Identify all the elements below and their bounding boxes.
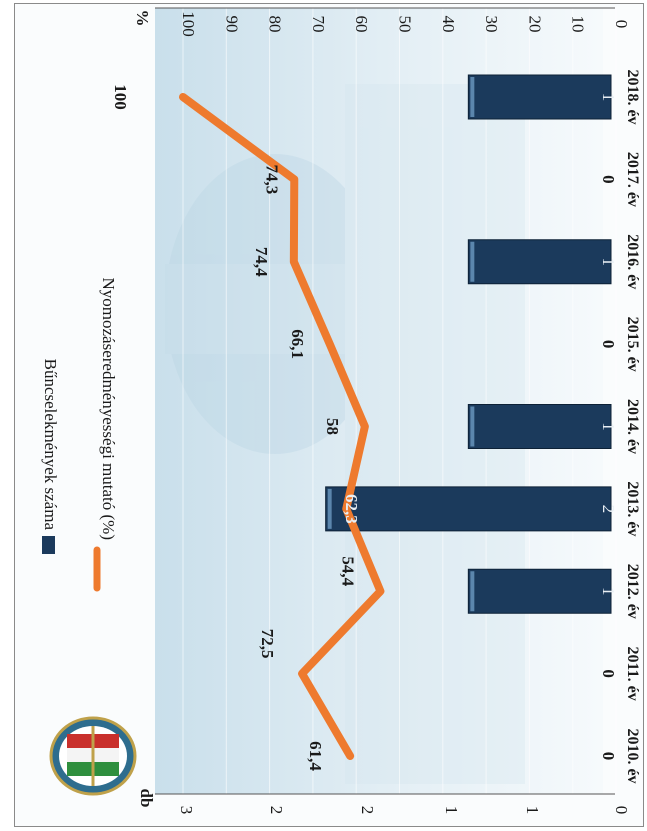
bar-value-label: 1 bbox=[599, 93, 618, 102]
left-axis-tick-label: 3 bbox=[177, 806, 196, 815]
bar-value-label: 1 bbox=[599, 258, 618, 267]
bar bbox=[325, 486, 612, 532]
legend: Bűncselekmények száma Nyomozáseredményess… bbox=[41, 278, 118, 592]
line-value-label: 100 bbox=[111, 84, 130, 110]
right-axis-tick-label: 30 bbox=[482, 16, 501, 33]
category-label: 2010. év bbox=[624, 728, 641, 783]
bar-series bbox=[325, 74, 612, 614]
right-axis-tick-label: 40 bbox=[439, 16, 458, 33]
bar bbox=[467, 239, 612, 285]
bar bbox=[467, 568, 612, 614]
bar-value-label: 0 bbox=[599, 669, 618, 678]
legend-bar-label: Bűncselekmények száma bbox=[41, 359, 60, 531]
left-axis-tick-label: 2 bbox=[358, 806, 377, 815]
right-axis-tick-label: 100 bbox=[179, 11, 198, 37]
right-axis-tick-label: 50 bbox=[396, 16, 415, 33]
right-axis-tick-label: 0 bbox=[612, 20, 631, 29]
bar bbox=[467, 404, 612, 449]
bar-highlight bbox=[470, 241, 475, 282]
left-axis-tick-label: 1 bbox=[523, 806, 542, 815]
bar bbox=[467, 74, 612, 120]
legend-bar-swatch bbox=[42, 536, 55, 554]
category-label: 2011. év bbox=[624, 647, 641, 701]
line-value-label: 54,4 bbox=[338, 556, 357, 586]
line-value-label: 72,5 bbox=[258, 629, 277, 659]
line-value-label: 61,4 bbox=[306, 741, 325, 771]
police-logo bbox=[49, 716, 137, 796]
chart-frame: 0 0 1 2 1 0 1 0 1 61,4 72,5 54,4 62,3 58 66,1 74,4 74,3 1… bbox=[14, 3, 644, 827]
gridlines bbox=[182, 8, 617, 794]
plot-background bbox=[155, 8, 603, 794]
legend-line-label: Nyomozáseredményességi mutató (%) bbox=[99, 278, 118, 540]
category-label: 2014. év bbox=[624, 399, 641, 454]
line-value-label: 74,3 bbox=[262, 165, 281, 195]
right-axis-tick-label: 80 bbox=[266, 16, 285, 33]
bar-value-label: 2 bbox=[599, 505, 618, 514]
left-axis-tick-label: 0 bbox=[612, 806, 631, 815]
bar-value-label: 0 bbox=[599, 752, 618, 761]
left-axis-title: db bbox=[137, 789, 156, 808]
bar-value-label: 1 bbox=[599, 422, 618, 431]
right-axis-tick-label: 70 bbox=[309, 16, 328, 33]
line-value-label: 62,3 bbox=[342, 494, 361, 524]
category-label: 2015. év bbox=[624, 317, 641, 372]
chart: 00121010161,472,554,462,35866,174,474,31… bbox=[41, 7, 641, 815]
category-labels: 2010. év 2011. év 2012. év 2013. év 2014. év… bbox=[624, 69, 641, 783]
left-axis-tick-label: 1 bbox=[442, 806, 461, 815]
line-series bbox=[179, 93, 385, 760]
line-value-label: 74,4 bbox=[252, 247, 271, 277]
category-label: 2012. év bbox=[624, 564, 641, 619]
right-axis-tick-label: 20 bbox=[525, 16, 544, 33]
bar-value-label: 1 bbox=[599, 587, 618, 596]
right-axis-tick-label: 60 bbox=[352, 16, 371, 33]
data-labels: 0 0 1 2 1 0 1 0 1 61,4 72,5 54,4 62,3 58 66,1 74,4 74,3 1… bbox=[111, 84, 618, 771]
line-value-label: 58 bbox=[323, 418, 342, 435]
line-value-label: 66,1 bbox=[288, 329, 307, 359]
bar-highlight bbox=[470, 406, 475, 447]
right-axis-title: % bbox=[133, 10, 152, 27]
category-label: 2013. év bbox=[624, 481, 641, 536]
bar-highlight bbox=[470, 77, 475, 117]
category-label: 2018. év bbox=[624, 69, 641, 124]
bar-highlight bbox=[470, 571, 475, 612]
right-axis-tick-label: 10 bbox=[569, 16, 588, 33]
category-label: 2016. év bbox=[624, 234, 641, 289]
right-axis-tick-label: 90 bbox=[222, 16, 241, 33]
left-axis-tick-label: 2 bbox=[267, 806, 286, 815]
category-label: 2017. év bbox=[624, 152, 641, 207]
bar-highlight bbox=[327, 488, 332, 529]
bar-value-label: 0 bbox=[599, 175, 618, 184]
bar-value-label: 0 bbox=[599, 340, 618, 349]
